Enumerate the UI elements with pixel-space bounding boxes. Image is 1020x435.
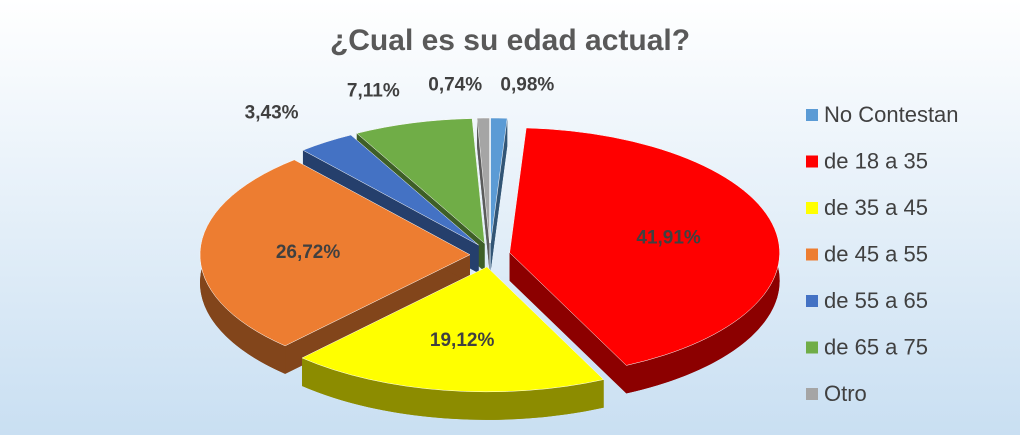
legend-label: de 55 a 65 (824, 288, 928, 313)
legend-label: de 45 a 55 (824, 241, 928, 266)
legend-swatch (806, 109, 818, 121)
slice (301, 266, 605, 393)
legend-swatch (806, 341, 818, 354)
legend-swatch (806, 202, 818, 214)
legend-swatch (806, 248, 818, 261)
data-label: 7,11% (347, 80, 400, 101)
legend-swatch (806, 295, 818, 307)
data-label: 26,72% (276, 242, 341, 263)
slice-wall (509, 252, 627, 394)
slice (302, 134, 479, 246)
legend-label: No Contestan (824, 102, 959, 127)
slice-wall (490, 118, 508, 272)
slice-rim (302, 357, 604, 420)
legend-label: de 65 a 75 (824, 334, 928, 359)
data-label: 0,98% (500, 75, 554, 96)
legend-swatch (806, 388, 818, 400)
data-label: 19,12% (430, 330, 495, 351)
slice (476, 117, 490, 244)
slice (356, 118, 485, 245)
data-label: 41,91% (636, 227, 701, 248)
data-label: 0,74% (428, 75, 482, 96)
slice (199, 159, 471, 347)
slice-wall (476, 118, 490, 272)
legend-label: de 18 a 35 (824, 148, 928, 173)
slice (490, 117, 508, 244)
legend-label: de 35 a 45 (824, 195, 928, 220)
legend-swatch (806, 155, 818, 168)
chart-title: ¿Cual es su edad actual? (330, 24, 690, 57)
data-label: 3,43% (245, 102, 299, 123)
legend-label: Otro (824, 381, 867, 406)
slice (509, 127, 780, 366)
